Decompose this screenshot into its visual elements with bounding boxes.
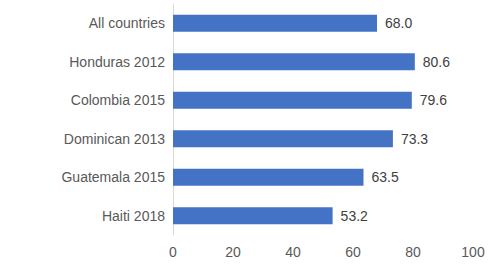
svg-text:80.6: 80.6 xyxy=(423,54,450,70)
svg-text:60: 60 xyxy=(345,244,361,260)
svg-text:Dominican 2013: Dominican 2013 xyxy=(64,131,165,147)
svg-text:68.0: 68.0 xyxy=(385,15,412,31)
svg-text:Honduras 2012: Honduras 2012 xyxy=(69,54,165,70)
svg-text:79.6: 79.6 xyxy=(420,92,447,108)
svg-text:All countries: All countries xyxy=(89,15,165,31)
svg-text:0: 0 xyxy=(169,244,177,260)
svg-text:53.2: 53.2 xyxy=(341,208,368,224)
svg-text:80: 80 xyxy=(405,244,421,260)
svg-text:63.5: 63.5 xyxy=(372,169,399,185)
svg-text:Colombia 2015: Colombia 2015 xyxy=(71,92,165,108)
svg-text:100: 100 xyxy=(461,244,485,260)
svg-text:40: 40 xyxy=(285,244,301,260)
svg-text:73.3: 73.3 xyxy=(401,131,428,147)
svg-text:20: 20 xyxy=(225,244,241,260)
svg-text:Haiti 2018: Haiti 2018 xyxy=(102,208,165,224)
svg-text:Guatemala 2015: Guatemala 2015 xyxy=(61,169,165,185)
